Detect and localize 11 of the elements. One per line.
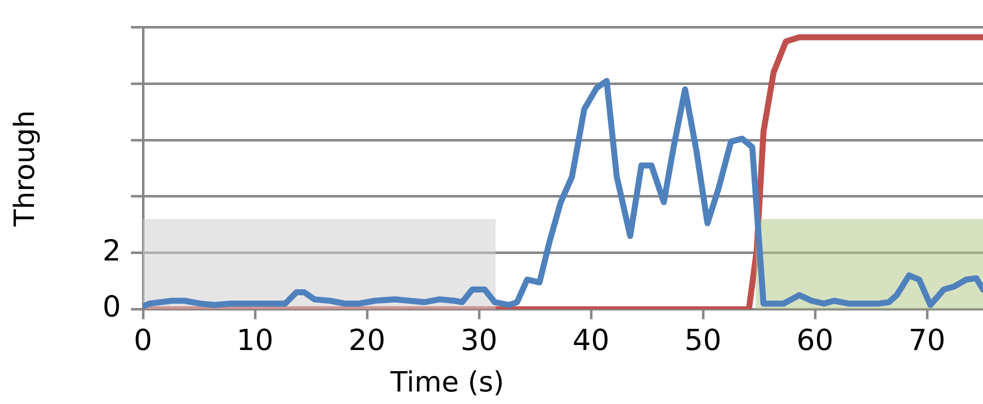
- x-tick-label: 0: [134, 323, 152, 358]
- x-tick-label: 40: [572, 323, 610, 358]
- x-tick-label: 30: [460, 323, 498, 358]
- x-tick-label: 70: [908, 323, 946, 358]
- x-tick-label: 50: [684, 323, 722, 358]
- x-tick-label: 60: [796, 323, 834, 358]
- x-axis-title: Time (s): [389, 365, 504, 398]
- x-tick-label: 20: [348, 323, 386, 358]
- x-tick-label: 10: [236, 323, 274, 358]
- y-tick-label: 2: [102, 233, 121, 268]
- y-axis-title: Through: [8, 110, 42, 228]
